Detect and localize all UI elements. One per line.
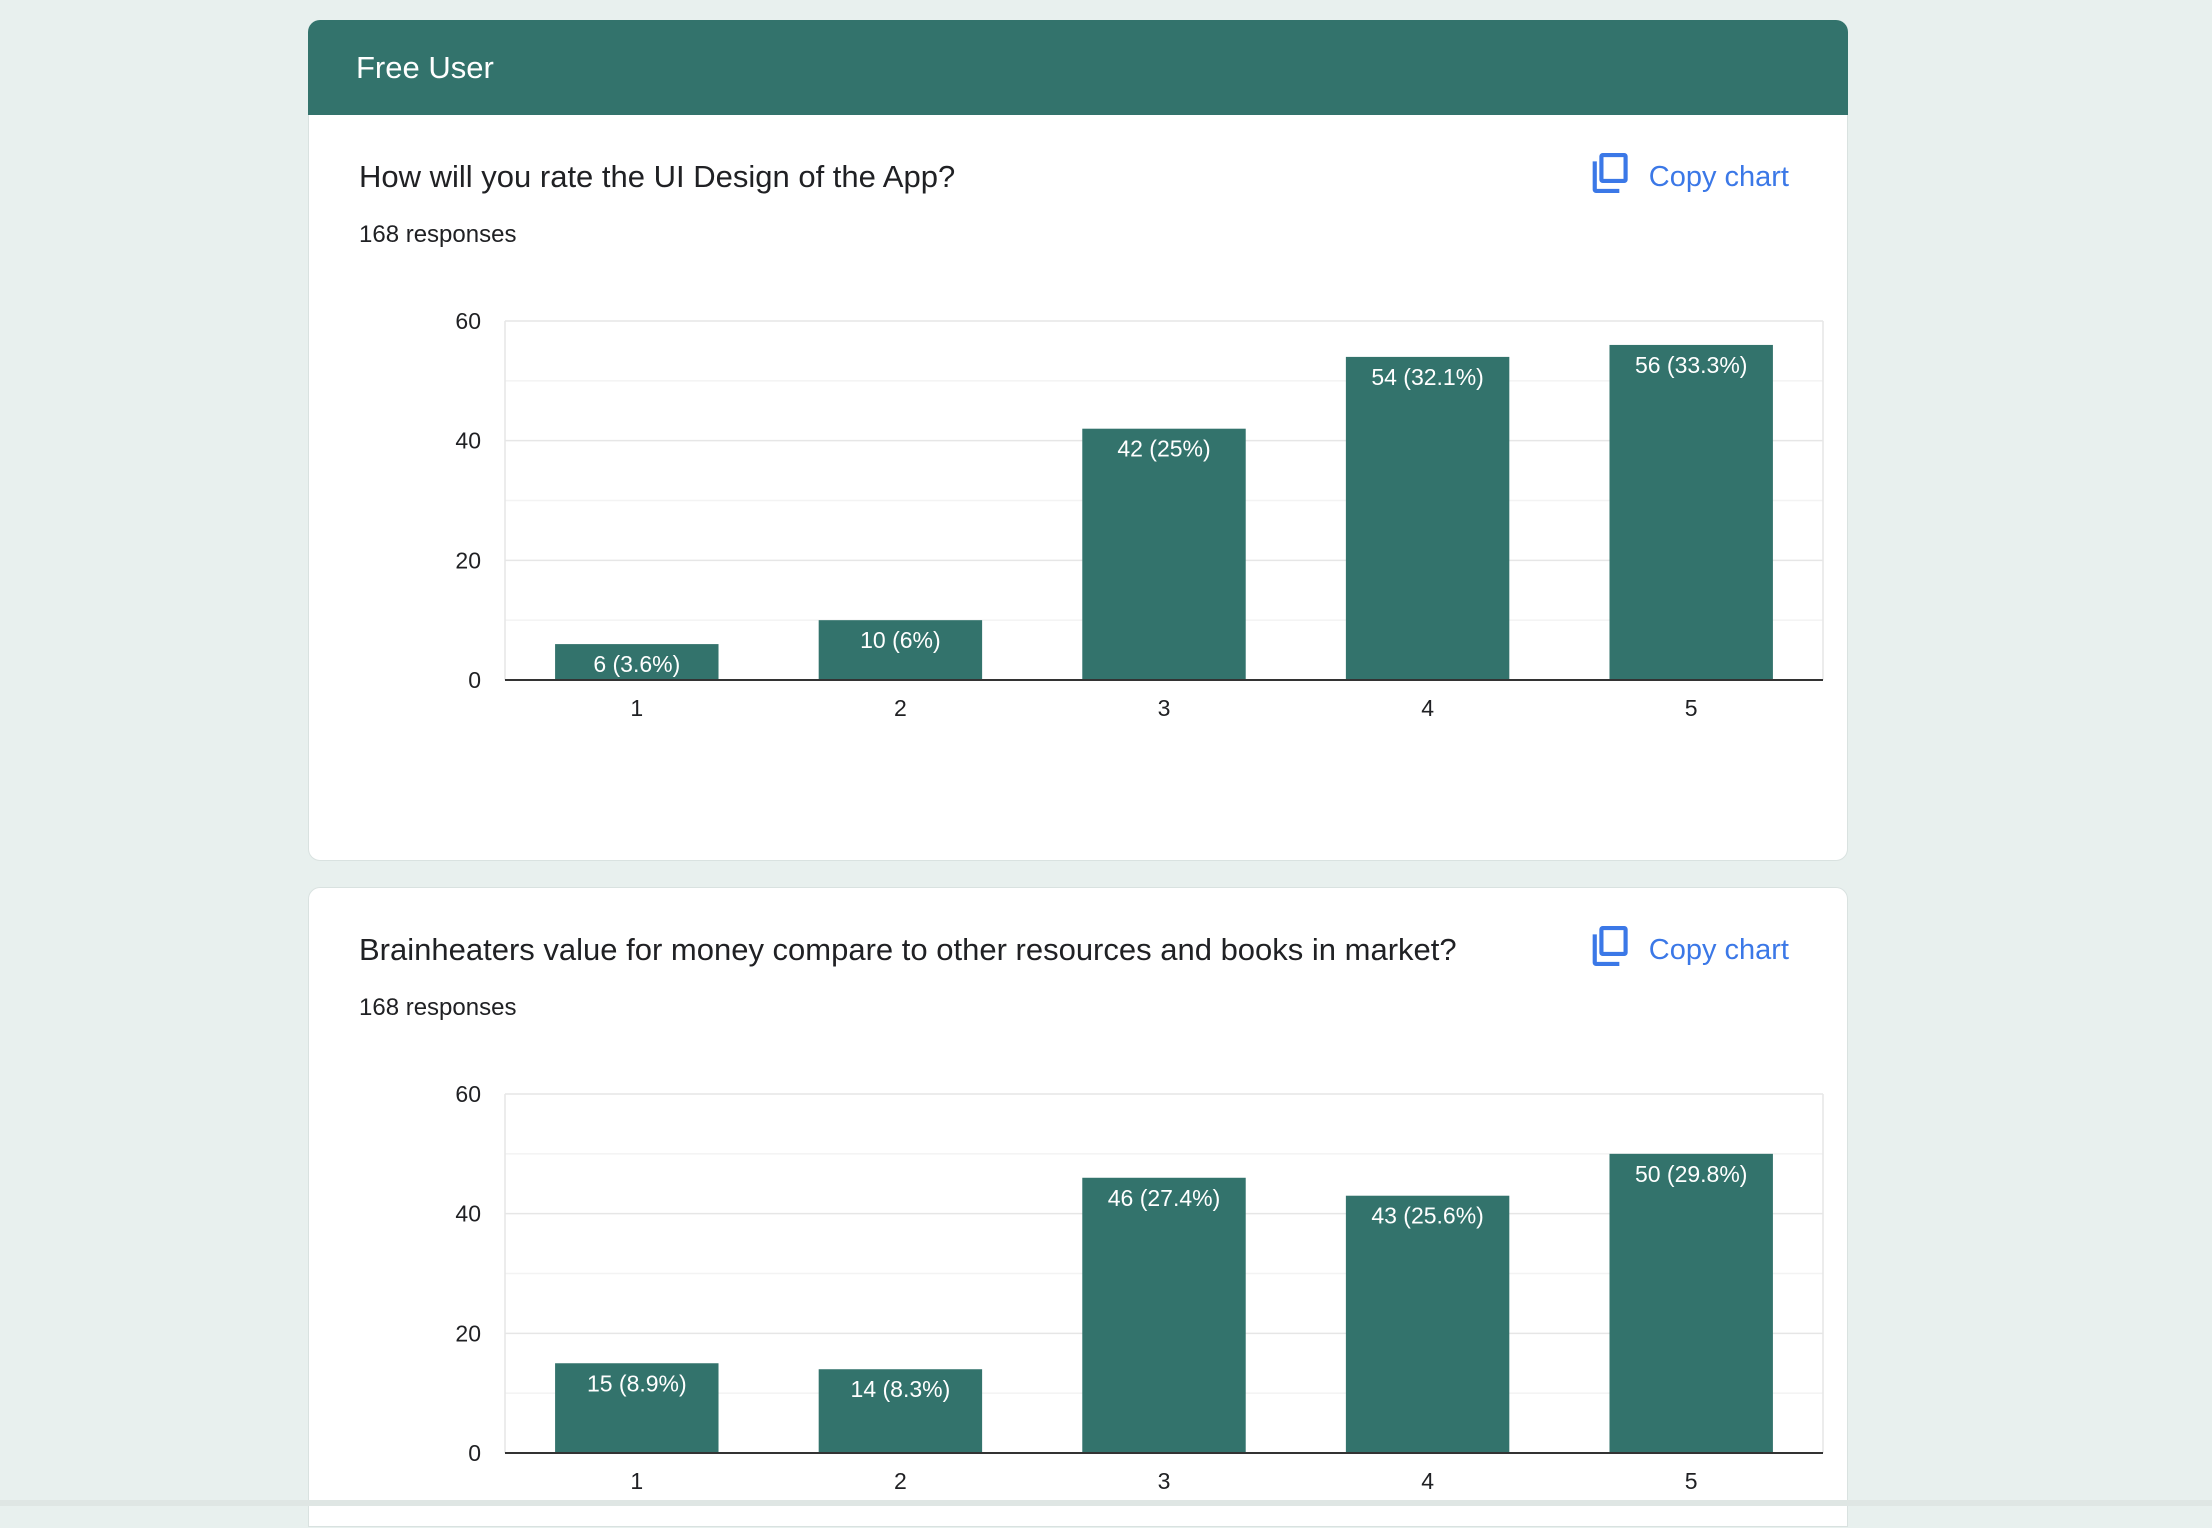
section-header: Free User	[308, 20, 1848, 116]
y-tick-label: 0	[468, 667, 481, 693]
bar	[555, 1363, 719, 1453]
x-tick-label: 1	[630, 1468, 643, 1494]
question-card-ui-design: How will you rate the UI Design of the A…	[308, 115, 1848, 861]
bar	[1609, 1153, 1773, 1453]
copy-icon	[1591, 924, 1631, 976]
y-tick-label: 60	[455, 1081, 481, 1107]
bar	[818, 620, 983, 680]
x-tick-label: 3	[1158, 1468, 1171, 1494]
bar-data-label: 15 (8.9%)	[587, 1370, 687, 1396]
y-tick-label: 20	[455, 1320, 481, 1346]
bar-chart-value-for-money: 0 20 40 60 15 (8.9%) 1 14 (8.3%) 2 46 (27.4%) 3 43…	[455, 1081, 1824, 1494]
response-count: 168 responses	[359, 994, 517, 1021]
bar	[1082, 428, 1246, 680]
bar-data-label: 14 (8.3%)	[851, 1376, 951, 1402]
y-tick-label: 0	[468, 1440, 481, 1466]
x-tick-label: 2	[894, 1468, 907, 1494]
copy-chart-label: Copy chart	[1648, 160, 1789, 193]
copy-icon	[1591, 151, 1631, 203]
bar	[1345, 356, 1510, 680]
copy-chart-label: Copy chart	[1648, 933, 1789, 966]
response-count: 168 responses	[359, 221, 517, 248]
y-tick-label: 60	[455, 308, 481, 334]
x-tick-label: 3	[1158, 695, 1171, 721]
bar-data-label: 54 (32.1%)	[1371, 364, 1484, 390]
bar	[1082, 1177, 1246, 1453]
bar-chart-ui-design: 0 20 40 60 6 (3.6%) 1 10 (6%) 2 42 (25%) 3 54 (32.…	[455, 308, 1824, 721]
question-title: Brainheaters value for money compare to …	[359, 932, 1457, 967]
section-title: Free User	[356, 50, 494, 85]
x-tick-label: 2	[894, 695, 907, 721]
bar-data-label: 42 (25%)	[1117, 436, 1210, 462]
bar	[1345, 1195, 1510, 1453]
y-tick-label: 40	[455, 428, 481, 454]
x-tick-label: 5	[1685, 695, 1698, 721]
copy-chart-button[interactable]: Copy chart	[1591, 926, 1789, 974]
question-card-value-for-money: Brainheaters value for money compare to …	[308, 887, 1848, 1527]
x-tick-label: 4	[1421, 695, 1434, 721]
x-tick-label: 4	[1421, 1468, 1434, 1494]
y-tick-label: 40	[455, 1201, 481, 1227]
bar	[555, 644, 719, 680]
x-tick-label: 1	[630, 695, 643, 721]
bar-data-label: 10 (6%)	[860, 627, 941, 653]
bar	[818, 1369, 983, 1453]
copy-chart-button[interactable]: Copy chart	[1591, 153, 1789, 201]
bottom-edge	[0, 1500, 2212, 1506]
bar-data-label: 6 (3.6%)	[593, 651, 680, 677]
bar-data-label: 56 (33.3%)	[1635, 352, 1748, 378]
y-tick-label: 20	[455, 547, 481, 573]
bar	[1609, 344, 1773, 680]
bar-data-label: 46 (27.4%)	[1108, 1185, 1221, 1211]
x-tick-label: 5	[1685, 1468, 1698, 1494]
question-title: How will you rate the UI Design of the A…	[359, 159, 956, 194]
bar-data-label: 43 (25.6%)	[1371, 1203, 1484, 1229]
bar-data-label: 50 (29.8%)	[1635, 1161, 1748, 1187]
